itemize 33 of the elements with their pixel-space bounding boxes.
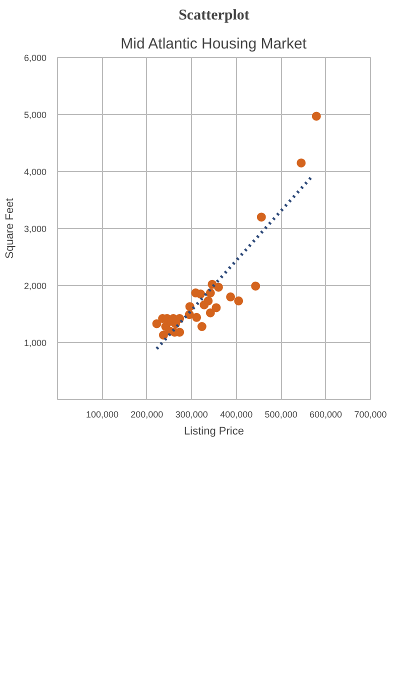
- x-axis-title: Listing Price: [184, 426, 244, 438]
- y-tick-label: 4,000: [24, 167, 47, 177]
- point: [234, 296, 244, 306]
- y-tick-label: 2,000: [24, 281, 47, 291]
- x-tick-label: 500,000: [264, 410, 298, 420]
- text: Scatterplot: [178, 8, 250, 24]
- x-tick-label: 400,000: [220, 410, 253, 420]
- point: [251, 282, 260, 291]
- point: [196, 290, 206, 299]
- point: [296, 158, 306, 168]
- x-tick-label: 200,000: [130, 410, 164, 420]
- point: [212, 303, 221, 312]
- y-tick-label: 5,000: [24, 110, 47, 120]
- point: [312, 112, 321, 121]
- x-tick-label: 300,000: [175, 410, 208, 420]
- x-tick-label: 100,000: [86, 410, 118, 420]
- point: [206, 308, 215, 318]
- point: [185, 302, 194, 312]
- point: [175, 314, 184, 324]
- point: [204, 296, 213, 306]
- point: [197, 322, 206, 332]
- point: [256, 212, 266, 222]
- y-tick-label: 6,000: [24, 53, 47, 63]
- x-tick-label: 600,000: [310, 410, 342, 420]
- y-tick-label: 1,000: [24, 338, 47, 348]
- y-axis-title: Square Feet: [4, 198, 16, 259]
- point: [192, 312, 202, 322]
- x-tick-label: 700,000: [354, 410, 387, 420]
- chart-title: Mid Atlantic Housing Market: [120, 36, 308, 52]
- point: [214, 282, 223, 292]
- point: [152, 319, 162, 328]
- point: [226, 292, 236, 302]
- y-tick-label: 3,000: [24, 224, 47, 234]
